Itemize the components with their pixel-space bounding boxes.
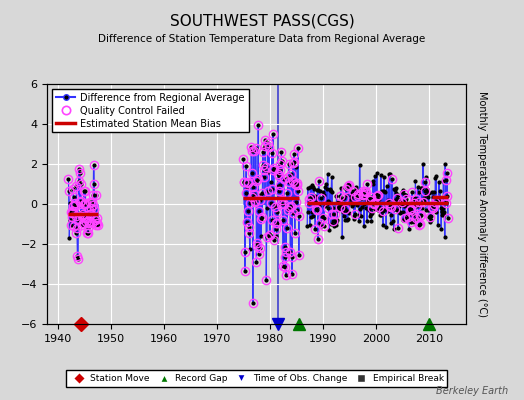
Text: Difference of Station Temperature Data from Regional Average: Difference of Station Temperature Data f…	[99, 34, 425, 44]
Legend: Station Move, Record Gap, Time of Obs. Change, Empirical Break: Station Move, Record Gap, Time of Obs. C…	[66, 370, 447, 387]
Text: SOUTHWEST PASS(CGS): SOUTHWEST PASS(CGS)	[170, 14, 354, 29]
Y-axis label: Monthly Temperature Anomaly Difference (°C): Monthly Temperature Anomaly Difference (…	[477, 91, 487, 317]
Text: Berkeley Earth: Berkeley Earth	[436, 386, 508, 396]
